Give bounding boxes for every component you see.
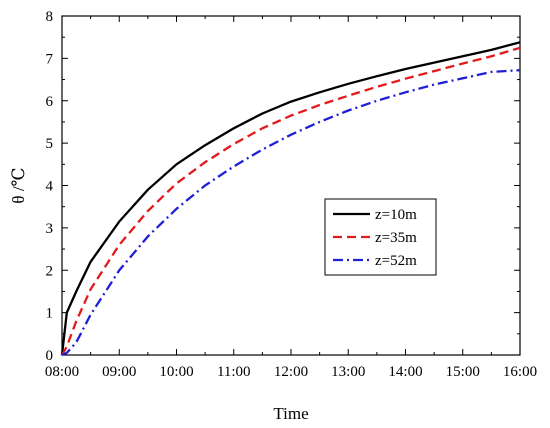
x-tick-label: 16:00 xyxy=(503,364,537,380)
x-tick-label: 14:00 xyxy=(388,364,422,380)
y-tick-label: 5 xyxy=(46,136,54,152)
y-tick-label: 4 xyxy=(46,179,54,195)
x-tick-label: 08:00 xyxy=(45,364,79,380)
y-tick-label: 0 xyxy=(46,348,54,364)
y-tick-label: 6 xyxy=(46,94,54,110)
y-tick-label: 7 xyxy=(46,51,54,67)
legend-label-1: z=35m xyxy=(375,230,417,246)
x-tick-label: 15:00 xyxy=(446,364,480,380)
plot-area: 08:00 09:00 10:00 11:00 12:00 13:00 14:00 15:00… xyxy=(9,9,537,423)
series-line-0 xyxy=(60,41,521,356)
x-axis-label: Time xyxy=(273,404,308,423)
y-tick-label: 8 xyxy=(46,9,54,25)
series-line-2 xyxy=(61,69,521,357)
x-tick-label: 09:00 xyxy=(102,364,136,380)
y-tick-label: 1 xyxy=(46,306,54,322)
legend-box xyxy=(324,198,437,276)
x-tick-label: 13:00 xyxy=(331,364,365,380)
y-tick-label: 2 xyxy=(46,263,54,279)
x-tick-label: 11:00 xyxy=(217,364,251,380)
legend-label-0: z=10m xyxy=(375,207,417,223)
y-tick-label: 3 xyxy=(46,221,54,237)
x-tick-label: 10:00 xyxy=(159,364,193,380)
y-axis-label: θ /℃ xyxy=(9,167,28,203)
legend-label-2: z=52m xyxy=(375,253,417,269)
series-line-1 xyxy=(60,46,521,356)
x-tick-label: 12:00 xyxy=(274,364,308,380)
